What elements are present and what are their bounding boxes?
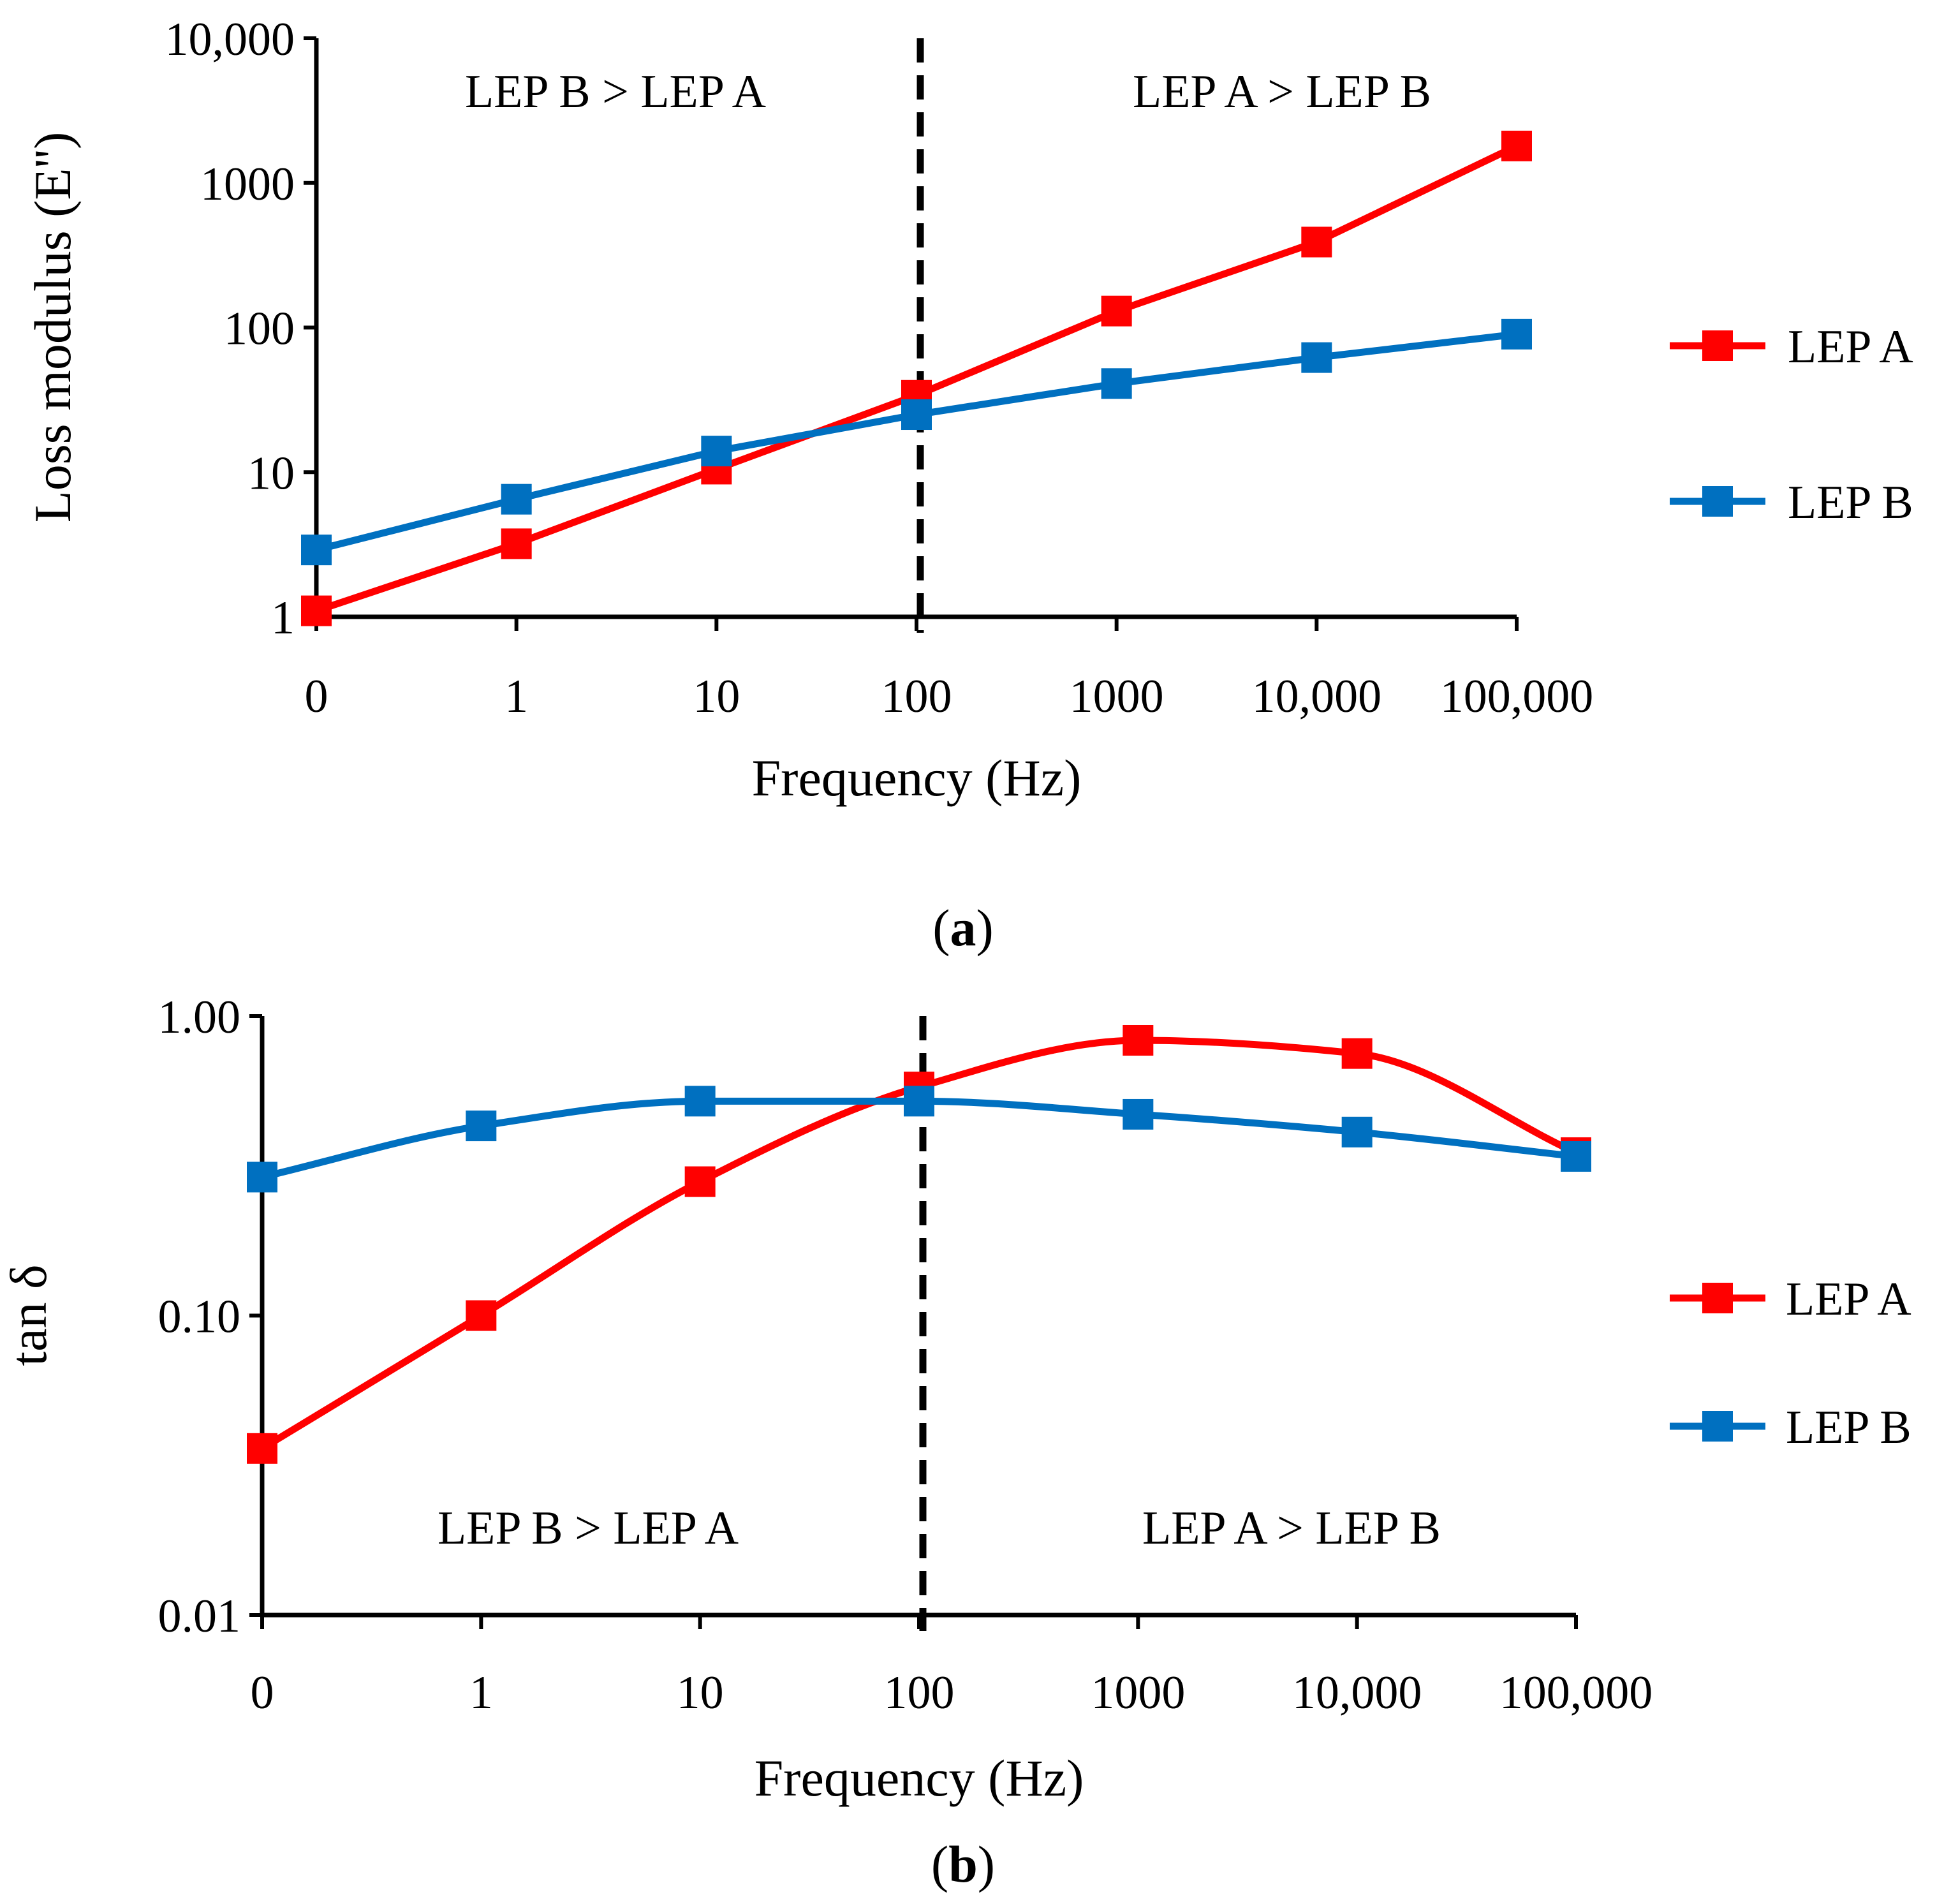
data-point-marker: [301, 535, 332, 566]
x-tick-label: 1000: [1070, 670, 1164, 723]
data-point-marker: [1561, 1140, 1591, 1172]
x-tick-label: 10: [693, 670, 740, 723]
region-label-right: LEP A > LEP B: [1142, 1502, 1441, 1554]
data-point-marker: [247, 1162, 277, 1193]
x-tick-label: 100,000: [1440, 670, 1594, 723]
data-point-marker: [466, 1300, 497, 1331]
data-point-marker: [1301, 342, 1332, 373]
y-axis-title: tan δ: [0, 1264, 57, 1366]
legend-label: LEP A: [1788, 321, 1913, 373]
series-lep-b: [301, 318, 1532, 566]
x-tick-label: 1: [504, 670, 528, 723]
series-line: [315, 330, 1517, 554]
legend-marker: [1702, 330, 1733, 361]
legend-marker: [1702, 1283, 1733, 1313]
data-point-marker: [466, 1111, 497, 1142]
chart-panel-b: 0.01 0.10 1.00 0 1 10 100 1000 10,000 100,000 Freq…: [0, 991, 1911, 1893]
series-lep-a: [301, 130, 1532, 626]
data-point-marker: [501, 483, 532, 515]
x-tick-label: 1000: [1091, 1667, 1185, 1719]
region-label-left: LEP B > LEP A: [438, 1502, 739, 1554]
region-label-right: LEP A > LEP B: [1133, 66, 1431, 118]
data-point-marker: [1501, 318, 1532, 350]
data-point-marker: [1301, 226, 1332, 258]
legend-label: LEP A: [1786, 1273, 1911, 1325]
x-tick-label: 100: [881, 670, 952, 723]
data-point-marker: [247, 1433, 277, 1464]
x-tick-label: 100,000: [1499, 1667, 1653, 1719]
y-tick-label: 0.01: [158, 1590, 241, 1642]
data-point-marker: [1341, 1116, 1373, 1148]
data-point-marker: [904, 1086, 934, 1117]
data-point-marker: [1101, 295, 1132, 327]
x-tick-label: 100: [884, 1667, 955, 1719]
data-point-marker: [301, 595, 332, 626]
legend-entry: LEP B: [1670, 476, 1913, 529]
legend-marker: [1702, 1411, 1733, 1442]
legend-entry: LEP A: [1670, 321, 1913, 373]
y-axis-title: Loss modulus (E''): [24, 132, 82, 523]
data-point-marker: [1123, 1024, 1154, 1056]
data-point-marker: [1341, 1038, 1373, 1069]
y-tick-label: 1: [271, 592, 295, 644]
legend-marker: [1702, 486, 1733, 517]
data-point-marker: [1123, 1098, 1154, 1130]
data-point-marker: [684, 1166, 716, 1197]
panel-label: (b): [931, 1835, 995, 1893]
series-lep-b: [247, 1086, 1591, 1193]
y-tick-label: 10,000: [165, 13, 295, 66]
region-label-left: LEP B > LEP A: [465, 66, 766, 118]
legend-label: LEP B: [1788, 476, 1913, 529]
legend-label: LEP B: [1786, 1401, 1911, 1454]
panel-label: (a): [932, 899, 994, 957]
data-point-marker: [901, 399, 932, 431]
legend-entry: LEP A: [1670, 1273, 1911, 1325]
x-tick-label: 0: [251, 1667, 274, 1719]
x-tick-label: 0: [305, 670, 328, 723]
data-point-marker: [1501, 130, 1532, 161]
x-tick-label: 10,000: [1292, 1667, 1422, 1719]
legend-entry: LEP B: [1670, 1401, 1911, 1454]
y-tick-label: 100: [224, 303, 295, 355]
y-tick-label: 1000: [200, 158, 295, 210]
y-tick-label: 0.10: [158, 1291, 241, 1343]
series-line: [315, 142, 1519, 614]
x-tick-label: 1: [469, 1667, 493, 1719]
x-tick-label: 10,000: [1252, 670, 1382, 723]
x-tick-label: 10: [677, 1667, 724, 1719]
y-tick-label: 10: [247, 447, 295, 499]
data-point-marker: [701, 436, 732, 467]
x-axis-title: Frequency (Hz): [755, 1749, 1084, 1807]
x-axis-title: Frequency (Hz): [752, 749, 1082, 807]
data-point-marker: [684, 1086, 716, 1117]
y-tick-label: 1.00: [158, 991, 241, 1044]
data-point-marker: [1101, 368, 1132, 399]
data-point-marker: [501, 528, 532, 559]
